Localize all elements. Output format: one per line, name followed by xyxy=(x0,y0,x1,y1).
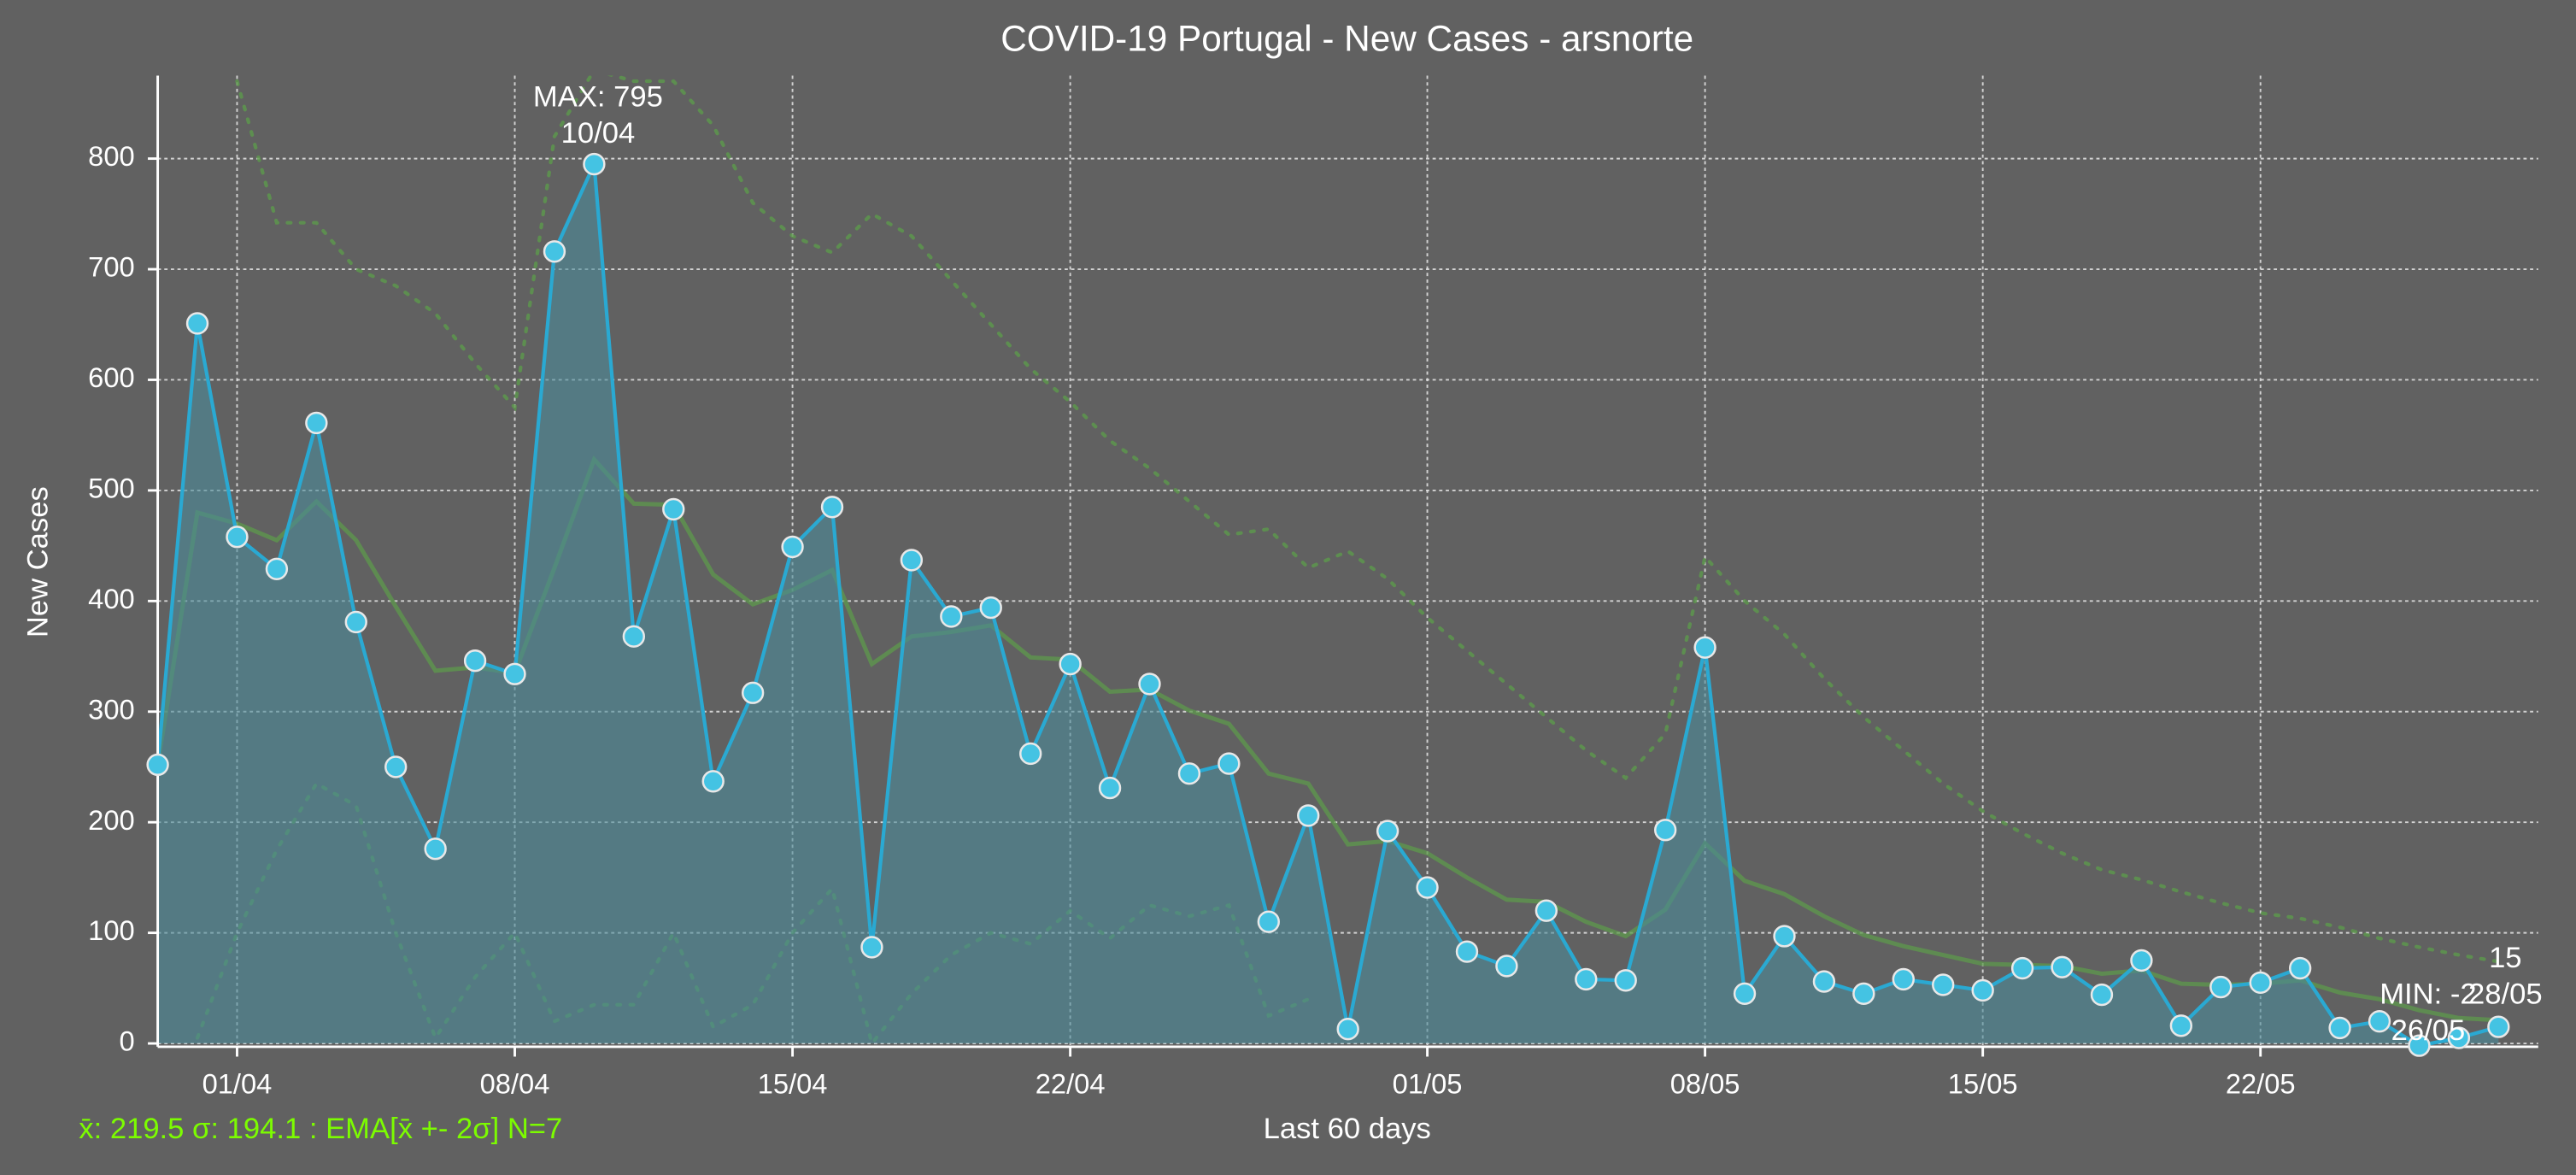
data-point xyxy=(1614,969,1637,992)
data-point xyxy=(1177,762,1201,785)
data-point xyxy=(1812,970,1836,993)
data-point xyxy=(503,662,526,685)
data-point xyxy=(226,526,249,549)
data-point xyxy=(1416,876,1439,899)
data-point xyxy=(1098,776,1122,800)
data-point xyxy=(424,837,447,861)
data-point xyxy=(1455,940,1479,963)
chart-title: COVID-19 Portugal - New Cases - arsnorte xyxy=(1000,18,1693,58)
annotation-date: 26/05 xyxy=(2391,1014,2466,1047)
data-point xyxy=(2368,1009,2391,1033)
data-point xyxy=(265,557,289,580)
annotation-label: MIN: -2 xyxy=(2379,978,2476,1010)
data-point xyxy=(185,312,209,335)
data-point xyxy=(1733,982,1757,1005)
y-tick-label: 500 xyxy=(88,473,135,504)
data-point xyxy=(741,681,765,704)
data-point xyxy=(781,535,804,559)
x-tick-label: 08/04 xyxy=(480,1068,550,1100)
y-tick-label: 200 xyxy=(88,804,135,836)
data-point xyxy=(2447,1026,2471,1049)
data-point xyxy=(860,936,883,959)
y-tick-label: 0 xyxy=(120,1025,135,1057)
data-point xyxy=(2408,1034,2431,1057)
data-point xyxy=(1297,804,1320,827)
data-point xyxy=(1495,955,1518,978)
data-point xyxy=(2487,1015,2510,1038)
data-point xyxy=(463,649,487,673)
data-point xyxy=(2051,955,2074,978)
data-point xyxy=(2288,956,2312,980)
data-point xyxy=(1138,673,1161,696)
data-point xyxy=(305,411,328,435)
data-point xyxy=(1257,910,1280,933)
y-tick-label: 400 xyxy=(88,583,135,614)
x-tick-label: 22/05 xyxy=(2226,1068,2296,1100)
data-point xyxy=(2328,1016,2351,1040)
data-point xyxy=(2249,971,2272,995)
data-point xyxy=(900,549,924,572)
x-tick-label: 01/04 xyxy=(202,1068,273,1100)
area xyxy=(157,164,2499,1046)
data-point xyxy=(583,152,606,176)
data-point xyxy=(1892,967,1915,991)
data-point xyxy=(1852,982,1875,1005)
annotation-label: 15 xyxy=(2489,942,2522,974)
data-point xyxy=(2090,983,2114,1007)
stats-label: x̄: 219.5 σ: 194.1 : EMA[x̄ +- 2σ] N=7 xyxy=(79,1113,562,1145)
data-point xyxy=(1654,819,1677,842)
annotation-label: MAX: 795 xyxy=(533,81,663,114)
x-tick-label: 08/05 xyxy=(1670,1068,1740,1100)
x-tick-label: 22/04 xyxy=(1036,1068,1106,1100)
data-point xyxy=(2130,949,2153,972)
data-point xyxy=(1932,973,1955,996)
band-line xyxy=(235,75,2501,964)
data-point xyxy=(1019,742,1042,766)
data-point xyxy=(1534,899,1558,922)
data-point xyxy=(543,240,566,263)
data-point xyxy=(1773,925,1796,948)
y-tick-label: 800 xyxy=(88,140,135,172)
data-point xyxy=(701,770,725,793)
annotation-date: 28/05 xyxy=(2468,978,2543,1010)
data-point xyxy=(384,755,408,778)
data-point xyxy=(1575,967,1598,991)
data-point xyxy=(2209,975,2233,999)
y-tick-label: 300 xyxy=(88,693,135,725)
data-point xyxy=(622,625,645,648)
y-tick-label: 700 xyxy=(88,251,135,283)
data-point xyxy=(2169,1014,2193,1037)
data-point xyxy=(146,753,169,777)
annotation-date: 10/04 xyxy=(561,117,636,150)
y-tick-label: 600 xyxy=(88,361,135,393)
data-point xyxy=(1059,652,1082,676)
data-point xyxy=(1336,1018,1359,1041)
data-point xyxy=(1693,636,1716,659)
x-tick-label: 15/05 xyxy=(1948,1068,2018,1100)
y-tick-label: 100 xyxy=(88,914,135,946)
data-point xyxy=(1376,820,1399,843)
data-point xyxy=(344,610,367,634)
data-point xyxy=(662,497,685,521)
data-point xyxy=(1971,978,1994,1002)
data-point xyxy=(820,496,844,519)
y-axis-label: New Cases xyxy=(21,486,54,637)
data-point xyxy=(2010,956,2034,980)
data-point xyxy=(1218,752,1241,775)
data-point xyxy=(940,605,963,628)
x-tick-label: 15/04 xyxy=(758,1068,828,1100)
x-axis-label: Last 60 days xyxy=(1264,1113,1431,1145)
plot-area xyxy=(157,75,2538,1047)
data-point xyxy=(979,596,1002,620)
overlay: 0 100 200 300 400 500 600 700 800 01/04 08/04 15/04… xyxy=(88,75,2543,1100)
x-tick-label: 01/05 xyxy=(1393,1068,1463,1100)
